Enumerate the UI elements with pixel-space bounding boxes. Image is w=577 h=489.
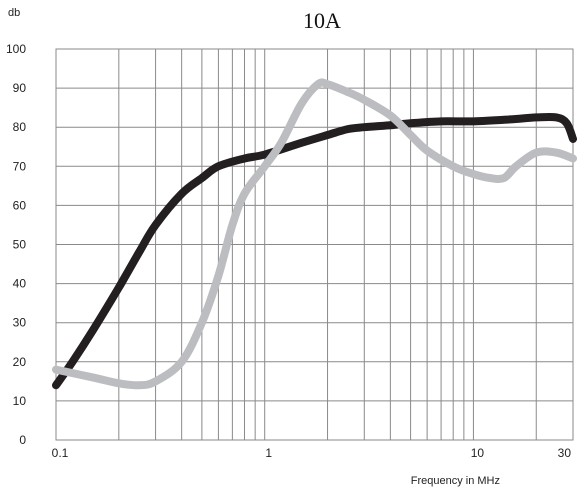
y-tick-labels: 0 10 20 30 40 50 60 70 80 90 100	[6, 42, 26, 447]
x-tick-label: 0.1	[52, 446, 69, 460]
y-tick-label: 90	[13, 81, 27, 95]
x-tick-labels: 0.1 1 10 30	[52, 446, 572, 460]
y-tick-label: 50	[13, 238, 27, 252]
x-tick-label: 30	[558, 446, 572, 460]
y-tick-label: 100	[6, 42, 26, 56]
y-tick-label: 0	[19, 433, 26, 447]
y-tick-label: 40	[13, 277, 27, 291]
series-line-2	[52, 78, 577, 390]
y-tick-label: 10	[13, 394, 27, 408]
y-tick-label: 70	[13, 159, 27, 173]
y-tick-label: 20	[13, 355, 27, 369]
chart-title: 10A	[303, 8, 341, 33]
x-tick-label: 10	[471, 446, 485, 460]
x-axis-label: Frequency in MHz	[411, 475, 500, 487]
series-lines	[52, 78, 577, 390]
series-line-1	[52, 112, 577, 390]
y-axis-label: db	[8, 7, 20, 19]
y-tick-label: 60	[13, 198, 27, 212]
x-tick-label: 1	[265, 446, 272, 460]
y-tick-label: 30	[13, 316, 27, 330]
y-tick-label: 80	[13, 120, 27, 134]
